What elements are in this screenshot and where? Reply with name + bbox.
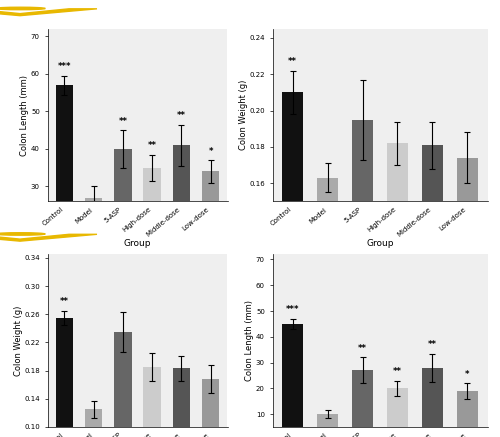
Bar (457, 158, 477, 437)
Text: **: ** (358, 344, 367, 353)
X-axis label: Group: Group (366, 239, 394, 248)
Bar (352, 370, 373, 437)
Text: **: ** (393, 367, 402, 376)
Bar (144, 168, 161, 299)
Text: **: ** (177, 111, 186, 120)
Bar (282, 324, 303, 437)
Text: *: * (208, 147, 213, 156)
Text: **: ** (60, 298, 69, 306)
Bar (56, 318, 73, 437)
Bar (172, 145, 190, 299)
Bar (114, 332, 132, 437)
Text: *: * (465, 370, 469, 379)
Y-axis label: Colon Weight (g): Colon Weight (g) (14, 305, 22, 376)
Bar (387, 388, 408, 437)
Bar (202, 379, 220, 437)
Bar (282, 93, 303, 437)
Bar (422, 145, 443, 437)
Bar (352, 120, 373, 437)
Text: ***: *** (58, 62, 71, 71)
Bar (114, 149, 132, 299)
Bar (85, 409, 102, 437)
Text: **: ** (428, 340, 437, 349)
Bar (202, 171, 220, 299)
Polygon shape (0, 9, 97, 16)
Text: ***: *** (286, 305, 300, 315)
Text: **: ** (148, 141, 156, 150)
Y-axis label: Colon Weight (g): Colon Weight (g) (238, 80, 248, 150)
Text: **: ** (288, 57, 297, 66)
Bar (144, 367, 161, 437)
Bar (457, 391, 477, 437)
Text: DSS诱导小鼠IBD: DSS诱导小鼠IBD (38, 230, 138, 245)
Circle shape (0, 7, 45, 10)
Text: TNBS诱导大鼠IBD: TNBS诱导大鼠IBD (38, 5, 150, 20)
Bar (85, 198, 102, 299)
Text: **: ** (118, 117, 128, 126)
Bar (317, 414, 338, 437)
Polygon shape (0, 234, 97, 241)
Bar (56, 85, 73, 299)
Circle shape (0, 233, 45, 235)
Y-axis label: Colon Length (mm): Colon Length (mm) (20, 75, 30, 156)
Bar (387, 143, 408, 437)
Bar (317, 178, 338, 437)
Bar (172, 368, 190, 437)
Y-axis label: Colon Length (mm): Colon Length (mm) (246, 300, 254, 381)
Bar (422, 368, 443, 437)
X-axis label: Group: Group (124, 239, 151, 248)
